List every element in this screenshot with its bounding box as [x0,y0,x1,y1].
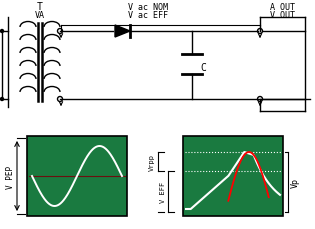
Text: VA: VA [35,11,45,19]
Text: Vp: Vp [290,177,300,187]
Text: V PEP: V PEP [5,165,14,188]
Text: A OUT: A OUT [271,3,295,11]
Bar [27,136,127,216]
Circle shape [1,98,3,101]
Text: V EFF: V EFF [160,181,166,202]
Text: V ac NOM: V ac NOM [128,3,168,11]
Polygon shape [115,26,130,38]
Bar [183,136,283,216]
Text: V ac EFF: V ac EFF [128,11,168,19]
Text: T: T [37,2,43,12]
Text: V OUT: V OUT [271,11,295,19]
Text: C: C [200,63,206,73]
Circle shape [1,30,3,33]
Text: Vrpp: Vrpp [149,153,155,170]
